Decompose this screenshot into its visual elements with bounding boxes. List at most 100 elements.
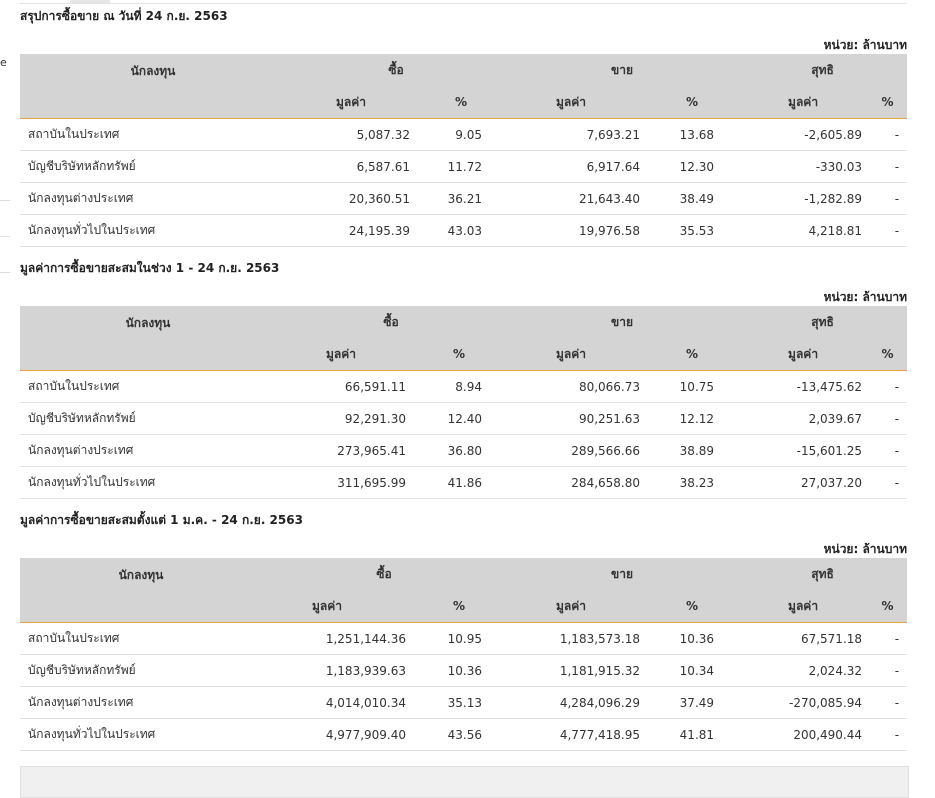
investor-name: นักลงทุนทั่วไปในประเทศ (20, 718, 262, 751)
sidebar-divider (0, 200, 10, 201)
sell-percent: 12.30 (646, 150, 739, 183)
net-percent: - (868, 654, 908, 687)
buy-value: 273,965.41 (276, 434, 412, 467)
investor-header: นักลงทุน (20, 306, 276, 371)
investor-header: นักลงทุน (20, 558, 262, 623)
top-tab-fragment (70, 0, 110, 3)
sell-value: 80,066.73 (506, 370, 647, 403)
net-percent-header: % (868, 338, 908, 371)
trading-summary-table: นักลงทุน ซื้อ ขาย สุทธิ มูลค่า % มูลค่า … (20, 558, 908, 751)
buy-value: 24,195.39 (286, 214, 416, 247)
table-row: นักลงทุนทั่วไปในประเทศ 311,695.99 41.86 … (20, 466, 908, 499)
buy-percent: 10.36 (412, 654, 507, 687)
section-title: มูลค่าการซื้อขายสะสมตั้งแต่ 1 ม.ค. - 24 … (20, 513, 303, 527)
buy-percent: 41.86 (412, 466, 507, 499)
investor-name: นักลงทุนทั่วไปในประเทศ (20, 214, 286, 247)
sell-header: ขาย (506, 558, 739, 590)
buy-value: 92,291.30 (276, 402, 412, 435)
sell-value-header: มูลค่า (506, 338, 647, 371)
buy-value: 311,695.99 (276, 466, 412, 499)
unit-label: หน่วย: ล้านบาท (823, 290, 907, 304)
sell-value: 21,643.40 (506, 182, 647, 215)
sell-percent: 10.36 (646, 622, 739, 655)
sell-percent: 12.12 (646, 402, 739, 435)
table-row: นักลงทุนทั่วไปในประเทศ 24,195.39 43.03 1… (20, 214, 908, 247)
section-title: มูลค่าการซื้อขายสะสมในช่วง 1 - 24 ก.ย. 2… (20, 261, 280, 275)
buy-value: 5,087.32 (286, 118, 416, 151)
investor-name: บัญชีบริษัทหลักทรัพย์ (20, 150, 286, 183)
sell-value: 19,976.58 (506, 214, 647, 247)
unit-label: หน่วย: ล้านบาท (823, 38, 907, 52)
table-row: สถาบันในประเทศ 66,591.11 8.94 80,066.73 … (20, 370, 908, 403)
investor-name: นักลงทุนทั่วไปในประเทศ (20, 466, 276, 499)
buy-value-header: มูลค่า (262, 590, 412, 623)
buy-percent: 43.03 (416, 214, 507, 247)
buy-percent: 10.95 (412, 622, 507, 655)
net-value-header: มูลค่า (738, 338, 869, 371)
net-percent: - (868, 118, 908, 151)
net-value: 200,490.44 (738, 718, 869, 751)
top-divider (20, 3, 907, 4)
sell-percent: 41.81 (646, 718, 739, 751)
buy-value: 4,014,010.34 (262, 686, 412, 719)
sell-value: 4,777,418.95 (506, 718, 647, 751)
sell-value-header: มูลค่า (506, 86, 647, 119)
net-percent: - (868, 622, 908, 655)
sell-header: ขาย (506, 306, 739, 338)
sell-percent: 38.23 (646, 466, 739, 499)
buy-percent-header: % (412, 338, 507, 371)
sell-percent: 38.89 (646, 434, 739, 467)
buy-value-header: มูลค่า (276, 338, 412, 371)
net-header: สุทธิ (738, 558, 908, 590)
sell-percent: 13.68 (646, 118, 739, 151)
net-value: 2,024.32 (738, 654, 869, 687)
section-title: สรุปการซื้อขาย ณ วันที่ 24 ก.ย. 2563 (20, 9, 228, 23)
buy-value: 6,587.61 (286, 150, 416, 183)
table-row: สถาบันในประเทศ 5,087.32 9.05 7,693.21 13… (20, 118, 908, 151)
sell-percent: 10.34 (646, 654, 739, 687)
left-sidebar-strip: e (0, 0, 10, 784)
footer-notice-box (20, 766, 909, 798)
buy-percent-header: % (416, 86, 507, 119)
investor-name: นักลงทุนต่างประเทศ (20, 182, 286, 215)
sell-value: 284,658.80 (506, 466, 647, 499)
table-body: สถาบันในประเทศ 1,251,144.36 10.95 1,183,… (20, 622, 908, 751)
table-row: นักลงทุนต่างประเทศ 273,965.41 36.80 289,… (20, 434, 908, 467)
table-row: บัญชีบริษัทหลักทรัพย์ 6,587.61 11.72 6,9… (20, 150, 908, 183)
net-value: 2,039.67 (738, 402, 869, 435)
buy-percent: 12.40 (412, 402, 507, 435)
trading-summary-table: นักลงทุน ซื้อ ขาย สุทธิ มูลค่า % มูลค่า … (20, 54, 908, 247)
investor-name: นักลงทุนต่างประเทศ (20, 686, 262, 719)
sell-header: ขาย (506, 54, 739, 86)
sell-percent: 35.53 (646, 214, 739, 247)
net-value: -270,085.94 (738, 686, 869, 719)
net-value-header: มูลค่า (738, 86, 869, 119)
net-value: -13,475.62 (738, 370, 869, 403)
sell-percent: 10.75 (646, 370, 739, 403)
sell-percent-header: % (646, 590, 739, 623)
net-percent: - (868, 718, 908, 751)
buy-percent: 8.94 (412, 370, 507, 403)
buy-header: ซื้อ (276, 306, 507, 338)
net-percent: - (868, 214, 908, 247)
buy-value: 1,183,939.63 (262, 654, 412, 687)
sell-percent-header: % (646, 86, 739, 119)
buy-value: 1,251,144.36 (262, 622, 412, 655)
sell-percent: 37.49 (646, 686, 739, 719)
net-value: -330.03 (738, 150, 869, 183)
investor-name: สถาบันในประเทศ (20, 370, 276, 403)
net-value: 67,571.18 (738, 622, 869, 655)
buy-percent-header: % (412, 590, 507, 623)
table-row: บัญชีบริษัทหลักทรัพย์ 92,291.30 12.40 90… (20, 402, 908, 435)
summary-section-month-to-date: มูลค่าการซื้อขายสะสมในช่วง 1 - 24 ก.ย. 2… (20, 258, 908, 499)
table-row: สถาบันในประเทศ 1,251,144.36 10.95 1,183,… (20, 622, 908, 655)
buy-value: 4,977,909.40 (262, 718, 412, 751)
unit-label: หน่วย: ล้านบาท (823, 542, 907, 556)
buy-percent: 43.56 (412, 718, 507, 751)
buy-percent: 36.80 (412, 434, 507, 467)
net-percent: - (868, 182, 908, 215)
sell-percent: 38.49 (646, 182, 739, 215)
investor-name: สถาบันในประเทศ (20, 118, 286, 151)
net-value: -15,601.25 (738, 434, 869, 467)
sell-percent-header: % (646, 338, 739, 371)
